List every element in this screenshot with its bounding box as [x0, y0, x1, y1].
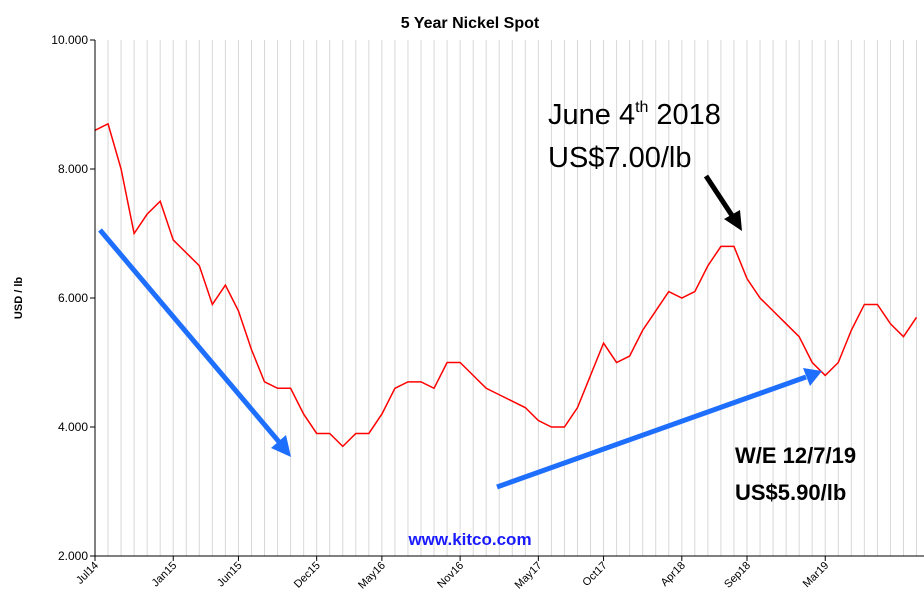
arrowhead — [724, 210, 742, 231]
annotation-text: 2018 — [656, 99, 721, 131]
chart-title: 5 Year Nickel Spot — [401, 15, 540, 32]
y-tick-label: 2.000 — [58, 549, 88, 563]
annotation: W/E 12/7/19 — [735, 443, 856, 468]
watermark: www.kitco.com — [407, 530, 531, 549]
line — [94, 122, 918, 448]
arrow — [703, 174, 736, 219]
annotation: US$7.00/lb — [548, 142, 692, 174]
grid — [94, 40, 918, 556]
arrows — [98, 174, 822, 490]
arrowhead — [271, 435, 291, 457]
y-axis-label: USD / lb — [13, 277, 25, 319]
annotation: June 4th 2018 — [548, 99, 721, 131]
y-tick-label: 8.000 — [58, 162, 88, 176]
y-tick-label: 10.000 — [51, 33, 88, 47]
arrowhead — [803, 368, 822, 386]
arrow — [496, 374, 807, 490]
annotation-text: June 4 — [548, 99, 635, 131]
annotation: US$5.90/lb — [735, 480, 846, 505]
annotation-superscript: th — [635, 99, 648, 116]
arrow — [98, 228, 282, 445]
plot — [94, 122, 918, 448]
y-tick-label: 6.000 — [58, 291, 88, 305]
y-tick-label: 4.000 — [58, 420, 88, 434]
